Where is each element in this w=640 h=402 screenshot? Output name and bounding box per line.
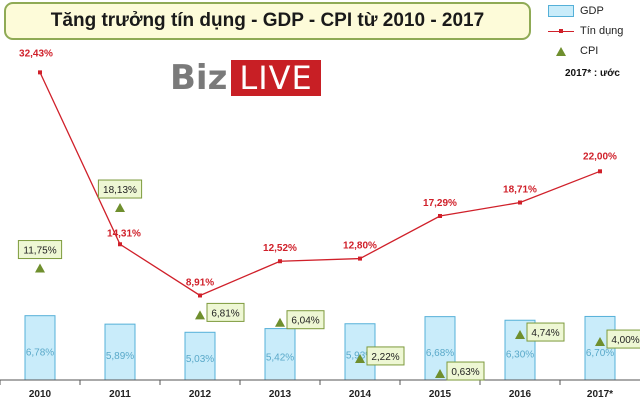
cpi-marker: [515, 330, 525, 340]
gdp-data-label: 5,89%: [106, 351, 134, 362]
triangle-icon: [556, 46, 566, 56]
cpi-label-box: [446, 361, 485, 381]
cpi-data-label: 4,00%: [611, 335, 639, 346]
credit-data-label: 32,43%: [19, 48, 53, 59]
cpi-label-box: [17, 240, 63, 260]
gdp-data-label: 6,78%: [26, 348, 54, 359]
legend-label-cpi: CPI: [580, 45, 599, 57]
cpi-data-label: 6,81%: [211, 308, 239, 319]
credit-data-label: 14,31%: [107, 228, 141, 239]
gdp-bar: [104, 323, 136, 381]
gdp-data-label: 5,42%: [266, 352, 294, 363]
chart-title: Tăng trưởng tín dụng - GDP - CPI từ 2010…: [50, 10, 485, 31]
cpi-marker: [35, 263, 45, 273]
cpi-data-label: 11,75%: [23, 246, 56, 257]
x-tick-label: 2016: [509, 389, 532, 400]
legend-swatch-line: [548, 25, 574, 37]
credit-point: [598, 169, 602, 174]
legend-label-credit: Tín dụng: [580, 25, 624, 37]
cpi-data-label: 6,04%: [291, 316, 319, 327]
x-tick-label: 2010: [29, 389, 52, 400]
credit-point: [38, 70, 42, 75]
cpi-marker: [355, 353, 365, 363]
credit-data-label: 12,80%: [343, 241, 377, 252]
x-tick-label: 2012: [189, 389, 212, 400]
cpi-data-label: 0,63%: [451, 367, 479, 378]
credit-data-label: 17,29%: [423, 198, 457, 209]
cpi-marker: [115, 203, 125, 213]
cpi-marker: [595, 337, 605, 347]
chart-title-box: Tăng trưởng tín dụng - GDP - CPI từ 2010…: [4, 2, 531, 40]
gdp-data-label: 5,03%: [186, 354, 214, 365]
cpi-label-box: [97, 179, 143, 199]
x-tick-label: 2013: [269, 389, 292, 400]
cpi-label-box: [206, 302, 245, 322]
legend-item-cpi: CPI: [548, 42, 598, 60]
legend: GDP Tín dụng CPI: [548, 0, 640, 64]
credit-data-label: 8,91%: [186, 277, 214, 288]
gdp-data-label: 6,68%: [426, 348, 454, 359]
legend-item-gdp: GDP: [548, 2, 604, 20]
gdp-bar: [24, 315, 56, 381]
cpi-label-box: [526, 322, 565, 342]
cpi-label-box: [366, 346, 405, 366]
credit-point: [198, 293, 202, 298]
x-tick-label: 2014: [349, 389, 372, 400]
chart-note: 2017* : ước: [565, 68, 620, 79]
logo-text-live: LIVE: [231, 60, 321, 96]
cpi-data-label: 18,13%: [103, 185, 137, 196]
credit-data-label: 22,00%: [583, 151, 617, 162]
cpi-marker: [275, 317, 285, 327]
x-tick-label: 2015: [429, 389, 452, 400]
credit-point: [358, 256, 362, 261]
gdp-bar: [264, 328, 296, 381]
x-tick-label: 2011: [109, 389, 131, 400]
cpi-marker: [195, 310, 205, 320]
cpi-data-label: 2,22%: [371, 352, 399, 363]
cpi-marker: [435, 369, 445, 379]
gdp-data-label: 6,70%: [586, 348, 614, 359]
gdp-bar: [184, 331, 216, 381]
cpi-label-box: [286, 310, 325, 330]
credit-line: [39, 72, 601, 297]
cpi-label-box: [606, 329, 640, 349]
legend-label-gdp: GDP: [580, 5, 604, 17]
gdp-data-label: 6,30%: [506, 349, 534, 360]
credit-point: [278, 259, 282, 264]
cpi-data-label: 4,74%: [531, 328, 559, 339]
legend-swatch-bar: [548, 5, 574, 17]
bizlive-logo: Biz LIVE: [170, 60, 321, 96]
x-tick-label: 2017*: [587, 389, 613, 400]
legend-swatch-triangle: [548, 45, 574, 57]
credit-point: [518, 200, 522, 205]
credit-data-label: 12,52%: [263, 243, 297, 254]
credit-point: [118, 242, 122, 247]
logo-text-biz: Biz: [170, 58, 228, 98]
legend-item-credit: Tín dụng: [548, 22, 623, 40]
credit-data-label: 18,71%: [503, 185, 537, 196]
credit-point: [438, 213, 442, 218]
